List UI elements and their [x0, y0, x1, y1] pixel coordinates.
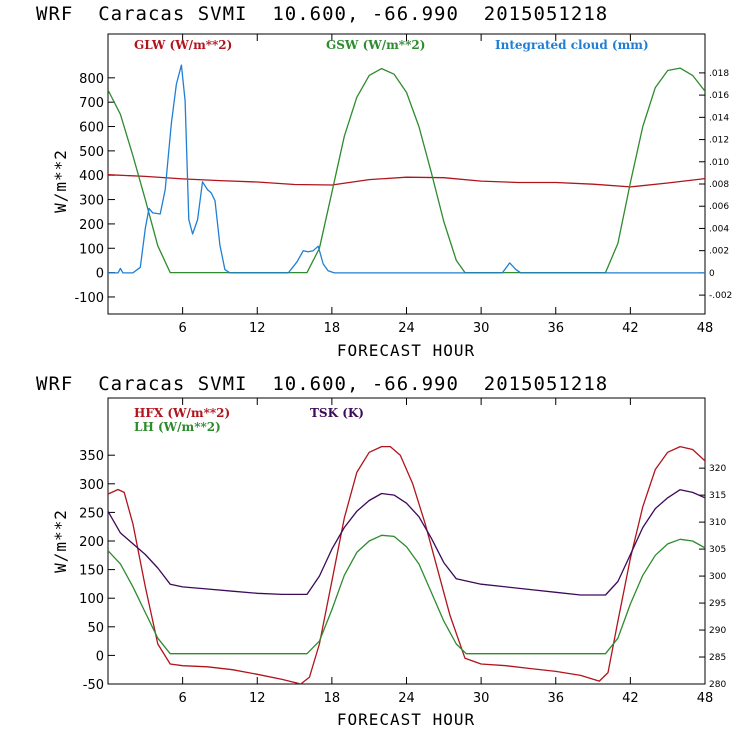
y-tick-label: 400: [79, 169, 104, 184]
y-tick-label: 500: [79, 145, 104, 160]
legend-cloud: Integrated cloud (mm): [495, 38, 649, 52]
y-tick-label: 200: [79, 218, 104, 233]
x-tick-label: 24: [398, 691, 415, 706]
y-tick-label: 0: [96, 649, 104, 664]
series-line-hfx: [108, 445, 705, 684]
series-line-cloud: [108, 64, 705, 274]
y2-tick-label: .008: [709, 180, 729, 190]
y-tick-label: 200: [79, 535, 104, 550]
chart-bottom-x-axis-label: FORECAST HOUR: [337, 710, 475, 729]
y2-tick-label: 290: [709, 626, 726, 636]
x-tick-label: 36: [547, 691, 564, 706]
chart-bottom-x-ticks: 6 12 18 24 30 36 42 48: [178, 398, 713, 706]
y2-tick-label: 300: [709, 572, 726, 582]
y-tick-label: 700: [79, 96, 104, 111]
y2-tick-label: 0: [709, 269, 715, 279]
x-tick-label: 18: [324, 691, 341, 706]
x-tick-label: 48: [697, 321, 714, 336]
series-line-lh: [108, 534, 705, 655]
y2-tick-label: .014: [709, 113, 729, 123]
y2-tick-label: .006: [709, 202, 729, 212]
series-line-tsk: [108, 489, 705, 596]
x-tick-label: 6: [178, 321, 186, 336]
y-tick-label: -50: [83, 678, 104, 693]
y2-tick-label: 315: [709, 491, 726, 501]
y-tick-label: -100: [74, 291, 104, 306]
legend-gsw: GSW (W/m**2): [326, 38, 425, 52]
chart-top-y-axis-label: W/m**2: [51, 149, 70, 213]
y-tick-label: 800: [79, 72, 104, 87]
y2-tick-label: 305: [709, 545, 726, 555]
chart-bottom-y2-ticks: 280 285 290 295 300 305 310 315 320: [699, 464, 726, 690]
series-line-gsw: [108, 67, 705, 274]
y2-tick-label: 295: [709, 599, 726, 609]
chart-top-series: [108, 64, 705, 274]
legend-glw: GLW (W/m**2): [134, 38, 232, 52]
y2-tick-label: .012: [709, 136, 729, 146]
x-tick-label: 6: [178, 691, 186, 706]
y2-tick-label: 310: [709, 518, 726, 528]
y-tick-label: 50: [87, 621, 104, 636]
y2-tick-label: 285: [709, 653, 726, 663]
chart-top-x-ticks: 6 12 18 24 30 36 42 48: [178, 34, 713, 336]
y-tick-label: 300: [79, 194, 104, 209]
chart-bottom-series: [108, 445, 705, 684]
y2-tick-label: .018: [709, 69, 729, 79]
y2-tick-label: .002: [709, 247, 729, 257]
legend-tsk: TSK (K): [310, 406, 364, 420]
x-tick-label: 36: [547, 321, 564, 336]
y2-tick-label: 280: [709, 680, 726, 690]
y2-tick-label: .010: [709, 158, 729, 168]
y-tick-label: 350: [79, 449, 104, 464]
x-tick-label: 48: [697, 691, 714, 706]
chart-top: WRF Caracas SVMI 10.600, -66.990 2015051…: [36, 3, 732, 360]
chart-top-y-ticks: -100 0 100 200 300 400 500 600 700 800: [74, 72, 115, 306]
chart-top-x-axis-label: FORECAST HOUR: [337, 341, 475, 360]
chart-top-y2-ticks: -.002 0 .002 .004 .006 .008 .010 .012 .014 .016 .0…: [699, 69, 732, 301]
series-line-glw: [108, 174, 705, 188]
legend-hfx: HFX (W/m**2): [134, 406, 230, 420]
x-tick-label: 42: [622, 321, 639, 336]
y-tick-label: 0: [96, 267, 104, 282]
x-tick-label: 30: [473, 321, 490, 336]
y-tick-label: 600: [79, 121, 104, 136]
y2-tick-label: 320: [709, 464, 726, 474]
y-tick-label: 250: [79, 506, 104, 521]
y-tick-label: 100: [79, 242, 104, 257]
x-tick-label: 24: [398, 321, 415, 336]
chart-top-title: WRF Caracas SVMI 10.600, -66.990 2015051…: [36, 3, 608, 25]
x-tick-label: 12: [249, 321, 266, 336]
chart-bottom-title: WRF Caracas SVMI 10.600, -66.990 2015051…: [36, 373, 608, 395]
y2-tick-label: -.002: [709, 291, 732, 301]
x-tick-label: 18: [324, 321, 341, 336]
legend-lh: LH (W/m**2): [134, 420, 221, 434]
y2-tick-label: .016: [709, 91, 729, 101]
x-tick-label: 12: [249, 691, 266, 706]
y-tick-label: 150: [79, 564, 104, 579]
chart-bottom-y-axis-label: W/m**2: [51, 509, 70, 573]
chart-bottom: WRF Caracas SVMI 10.600, -66.990 2015051…: [36, 373, 726, 729]
chart-bottom-y-ticks: -50 0 50 100 150 200 250 300 350: [79, 449, 115, 693]
y-tick-label: 300: [79, 478, 104, 493]
y-tick-label: 100: [79, 592, 104, 607]
y2-tick-label: .004: [709, 224, 729, 234]
x-tick-label: 30: [473, 691, 490, 706]
x-tick-label: 42: [622, 691, 639, 706]
